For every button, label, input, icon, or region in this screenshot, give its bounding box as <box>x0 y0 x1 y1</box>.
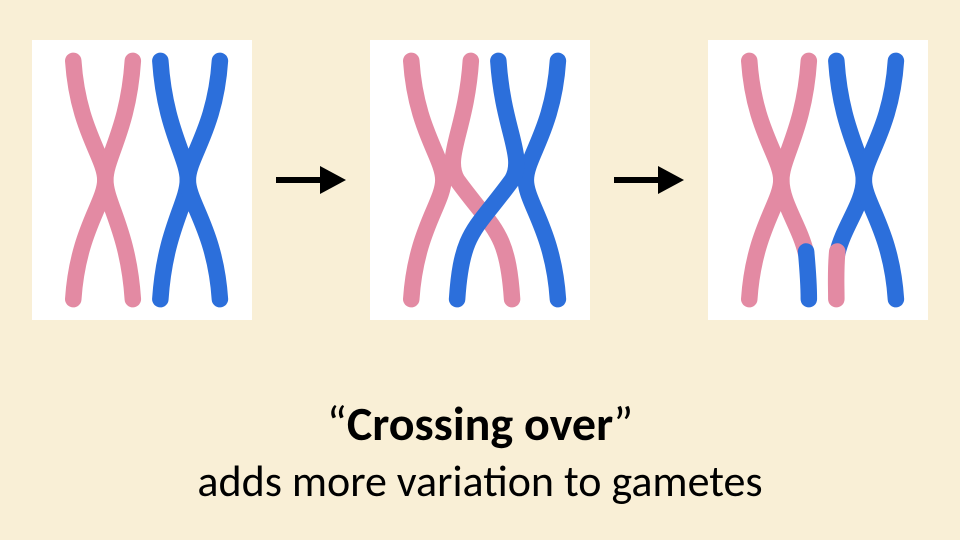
caption-subtitle: adds more variation to gametes <box>0 453 960 510</box>
crossing-over-diagram <box>20 30 940 330</box>
quote-close: ” <box>613 394 633 453</box>
stage-3-panel <box>708 40 928 320</box>
pink-chromatid-right-bottom <box>806 252 809 300</box>
blue-chromatid-right <box>188 61 220 299</box>
pink-chromatid-right-top <box>781 61 809 254</box>
slide: “Crossing over” adds more variation to g… <box>0 0 960 540</box>
pink-chromatid-right <box>105 61 133 299</box>
title-bold: Crossing over <box>347 394 613 453</box>
stage-1-chromosomes <box>32 40 252 320</box>
caption-block: “Crossing over” adds more variation to g… <box>0 395 960 510</box>
arrow-2 <box>614 170 684 190</box>
stage-2-panel <box>370 40 590 320</box>
blue-chromatid-right <box>526 61 558 299</box>
arrow-1 <box>276 170 346 190</box>
caption-title: “Crossing over” <box>0 395 960 453</box>
stage-2-chromosomes <box>370 40 590 320</box>
blue-chromatid-left-top <box>836 61 864 254</box>
blue-chromatid-right <box>864 61 896 299</box>
stage-3-chromosomes <box>708 40 928 320</box>
pink-chromatid-left <box>411 61 443 299</box>
stage-1-panel <box>32 40 252 320</box>
quote-open: “ <box>327 394 347 453</box>
blue-chromatid-left-bottom <box>836 252 837 300</box>
